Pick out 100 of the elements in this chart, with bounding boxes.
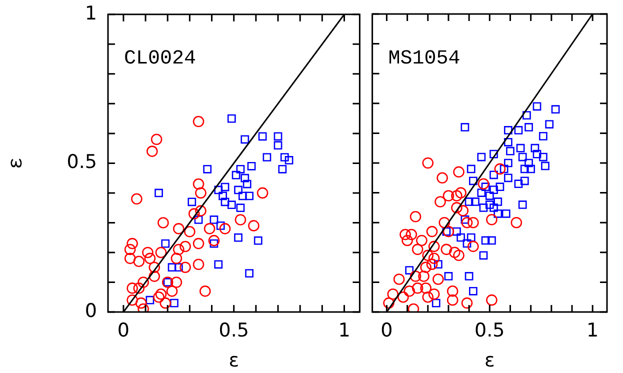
point — [188, 198, 196, 206]
point — [428, 240, 440, 252]
point — [428, 252, 440, 264]
point — [485, 192, 494, 200]
x-tick-label: 0.5 — [218, 319, 249, 342]
annotation: CL0024 — [124, 48, 196, 71]
point — [524, 158, 533, 168]
point — [126, 294, 138, 306]
point — [393, 274, 405, 285]
point — [402, 234, 413, 246]
point — [192, 258, 204, 270]
point — [510, 216, 522, 228]
point — [514, 180, 523, 188]
point — [180, 262, 191, 274]
point — [460, 123, 470, 132]
point — [173, 244, 184, 256]
point — [214, 260, 223, 269]
point — [490, 204, 498, 212]
point — [479, 204, 488, 212]
point — [153, 291, 164, 303]
point — [436, 172, 448, 184]
y-axis-title: ε — [5, 157, 28, 170]
point — [504, 174, 512, 182]
point — [192, 116, 204, 128]
point — [464, 198, 474, 206]
point — [188, 208, 200, 220]
point — [238, 192, 247, 200]
point — [404, 285, 416, 297]
point — [485, 200, 494, 209]
point — [486, 214, 498, 226]
point — [468, 286, 478, 296]
point — [170, 298, 178, 308]
point — [446, 294, 458, 306]
point — [412, 244, 424, 256]
point — [219, 223, 231, 234]
point — [160, 297, 172, 309]
point — [520, 164, 529, 174]
point — [248, 220, 260, 232]
point — [442, 227, 451, 236]
point — [216, 222, 225, 230]
point — [477, 152, 486, 162]
point — [518, 152, 527, 162]
point — [504, 138, 512, 146]
point — [504, 126, 512, 134]
x-axis-title: ε — [484, 350, 495, 372]
y-tick-label: 0 — [84, 300, 97, 322]
point — [477, 188, 486, 197]
point — [218, 192, 227, 200]
point — [262, 153, 272, 162]
point — [146, 296, 154, 304]
point — [532, 102, 542, 111]
point — [516, 144, 525, 152]
point — [234, 233, 242, 242]
point — [220, 182, 230, 192]
point — [124, 244, 136, 256]
point — [453, 166, 464, 178]
point — [400, 228, 411, 240]
point — [170, 252, 182, 264]
point — [412, 282, 424, 294]
point — [446, 285, 458, 297]
point — [456, 233, 466, 242]
point — [514, 126, 523, 134]
point — [522, 111, 531, 120]
point — [161, 239, 170, 248]
point — [481, 182, 490, 192]
point — [551, 105, 560, 114]
point — [148, 270, 160, 282]
point — [278, 164, 287, 174]
point — [135, 297, 147, 309]
point — [524, 123, 533, 132]
point — [405, 266, 414, 274]
point — [541, 162, 550, 170]
point — [180, 240, 191, 252]
point — [432, 298, 440, 308]
point — [494, 198, 502, 206]
point — [133, 282, 145, 294]
point — [506, 146, 514, 156]
point — [208, 234, 220, 246]
point — [138, 276, 149, 288]
point — [240, 135, 250, 144]
point — [192, 178, 204, 190]
point — [245, 192, 254, 200]
point — [406, 228, 418, 240]
point — [245, 269, 254, 278]
point — [502, 209, 510, 218]
point — [124, 252, 136, 264]
point — [518, 200, 527, 209]
point — [195, 187, 206, 199]
point — [410, 210, 422, 222]
point — [240, 174, 250, 182]
y-tick-label: 0.5 — [66, 151, 97, 174]
point — [466, 233, 476, 242]
point — [214, 186, 223, 194]
point — [422, 250, 434, 262]
point — [170, 276, 182, 288]
point — [133, 256, 145, 268]
point — [461, 216, 473, 228]
point — [486, 294, 498, 306]
point — [464, 272, 474, 280]
point — [148, 262, 160, 274]
